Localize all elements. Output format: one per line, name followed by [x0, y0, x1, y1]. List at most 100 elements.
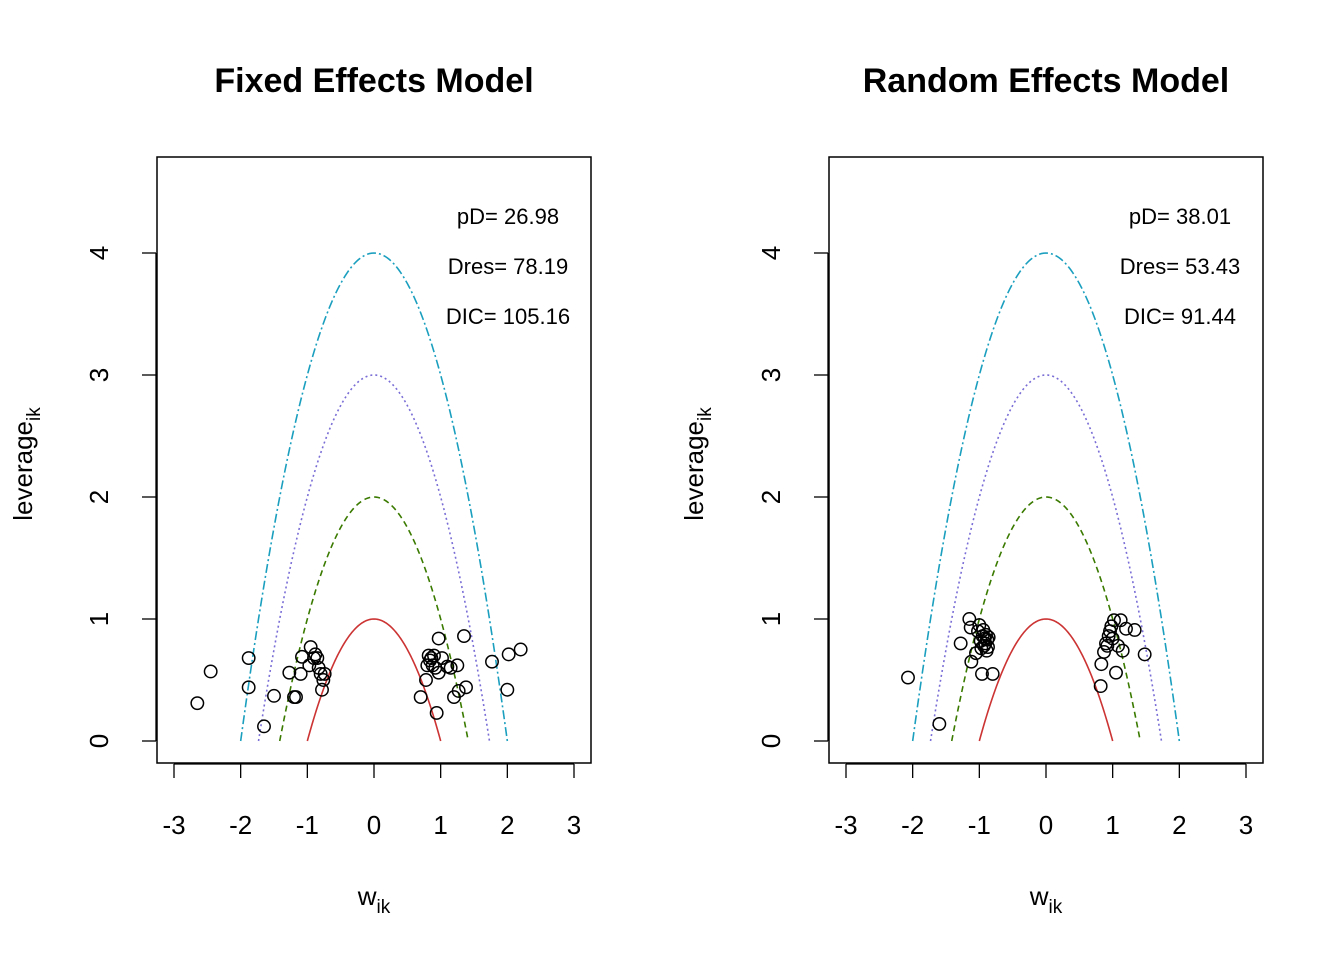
chart-title: Fixed Effects Model: [214, 62, 533, 100]
data-point: [953, 636, 968, 651]
data-point: [963, 620, 978, 635]
y-tick-label: 3: [84, 368, 114, 382]
y-tick-label: 0: [84, 734, 114, 748]
data-point: [302, 658, 317, 673]
data-point: [419, 673, 433, 687]
data-point: [257, 719, 271, 734]
data-point: [313, 666, 328, 681]
chart-title: Random Effects Model: [863, 62, 1229, 100]
data-point: [1127, 623, 1142, 637]
x-tick-label: -3: [162, 810, 185, 840]
x-axis-label-subscript: ik: [377, 897, 391, 918]
x-tick-label: -3: [834, 810, 857, 840]
contour-curve-1: [306, 618, 442, 742]
fit-statistic-label: Dres= 78.19: [448, 254, 568, 279]
y-tick-label: 1: [756, 612, 786, 626]
contour-curve-4: [911, 252, 1181, 742]
x-axis-label: wik: [1029, 881, 1063, 918]
fit-statistic-label: DIC= 91.44: [1124, 304, 1236, 329]
data-point: [459, 680, 473, 695]
x-tick-label: 3: [567, 810, 581, 840]
data-point: [1115, 643, 1130, 658]
data-point: [985, 666, 1000, 681]
data-point: [513, 642, 528, 657]
y-axis-label: leverageik: [8, 407, 45, 521]
y-axis-label-main: leverage: [679, 421, 709, 521]
fit-statistic-label: pD= 26.98: [457, 204, 559, 229]
fixed-effects-panel: Fixed Effects Model -3 -2 -1 0 1 2 3 0 1 2 3 4 wik lev…: [8, 62, 592, 918]
data-point: [501, 647, 516, 662]
x-tick-label: 1: [433, 810, 447, 840]
y-tick-label: 1: [84, 612, 114, 626]
y-tick-label: 0: [756, 734, 786, 748]
contour-curve-3: [929, 374, 1163, 742]
data-point: [267, 688, 281, 703]
x-tick-label: -1: [968, 810, 991, 840]
data-point: [310, 651, 325, 665]
data-point: [316, 673, 331, 687]
random-effects-panel: Random Effects Model -3 -2 -1 0 1 2 3 0 1 2 3 4 wik le…: [679, 62, 1264, 918]
data-point: [431, 631, 446, 646]
data-point: [1137, 647, 1152, 662]
data-point: [1105, 631, 1120, 646]
data-point: [457, 629, 471, 644]
contour-curve-4: [239, 252, 509, 742]
data-point: [964, 654, 979, 669]
data-point: [289, 690, 303, 705]
data-point: [932, 716, 947, 731]
y-tick-label: 4: [756, 246, 786, 260]
contour-curve-2: [950, 496, 1142, 742]
x-tick-label: 0: [367, 810, 381, 840]
data-point: [1094, 657, 1109, 672]
data-point: [429, 705, 444, 720]
data-point: [500, 682, 515, 697]
data-point: [443, 660, 458, 675]
x-tick-label: 2: [500, 810, 514, 840]
x-tick-label: -2: [229, 810, 252, 840]
plot-frame: [156, 156, 592, 764]
data-point: [981, 640, 995, 655]
plot-frame: [828, 156, 1264, 764]
data-point: [315, 682, 329, 697]
y-tick-label: 2: [84, 490, 114, 504]
data-point: [451, 684, 466, 698]
data-point: [317, 666, 332, 681]
contour-curve-1: [978, 618, 1114, 742]
x-tick-label: -2: [901, 810, 924, 840]
data-point: [1111, 638, 1125, 653]
data-point: [282, 665, 297, 680]
y-tick-label: 3: [756, 368, 786, 382]
data-point: [241, 680, 256, 695]
y-tick-label: 4: [84, 246, 114, 260]
x-tick-label: 0: [1039, 810, 1053, 840]
data-point: [962, 612, 977, 626]
y-axis-label: leverageik: [679, 407, 716, 521]
x-axis-label: wik: [357, 881, 391, 918]
data-point: [450, 658, 465, 673]
data-point: [975, 666, 989, 681]
data-point: [190, 696, 205, 711]
fit-statistic-label: pD= 38.01: [1129, 204, 1231, 229]
data-point: [485, 654, 499, 669]
data-point: [1100, 638, 1115, 653]
y-axis-label-main: leverage: [8, 421, 38, 521]
contour-curve-2: [278, 496, 470, 742]
data-point: [1107, 613, 1121, 628]
x-axis-label-main: w: [1029, 881, 1049, 911]
data-point: [901, 670, 915, 685]
x-axis-label-subscript: ik: [1049, 897, 1063, 918]
data-point: [981, 630, 996, 645]
x-tick-label: 3: [1239, 810, 1253, 840]
x-tick-label: 2: [1172, 810, 1186, 840]
x-tick-label: 1: [1105, 810, 1119, 840]
data-point: [1119, 621, 1133, 636]
y-tick-label: 2: [756, 490, 786, 504]
x-tick-label: -1: [296, 810, 319, 840]
data-point: [241, 651, 256, 665]
data-point: [293, 666, 308, 681]
x-axis-label-main: w: [357, 881, 377, 911]
fit-statistic-label: DIC= 105.16: [446, 304, 570, 329]
data-point: [1093, 679, 1108, 694]
data-point: [424, 651, 439, 665]
data-point: [980, 632, 995, 647]
